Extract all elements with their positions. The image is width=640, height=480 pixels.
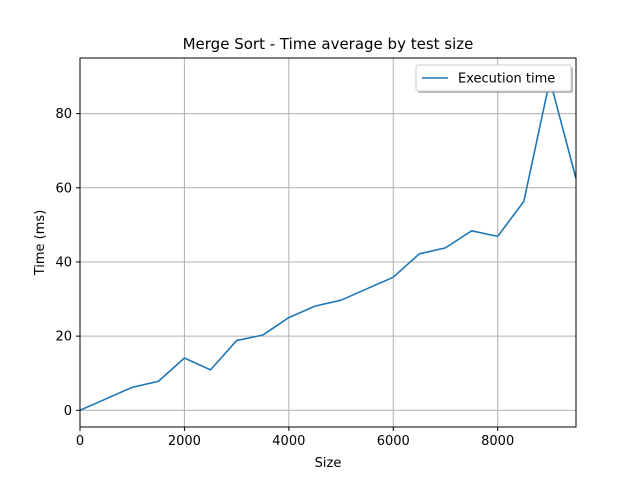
x-tick-label: 2000 (168, 434, 201, 449)
legend-box (415, 64, 572, 92)
x-tick-label: 4000 (272, 434, 305, 449)
chart-title: Merge Sort - Time average by test size (183, 35, 474, 53)
y-tick-label: 40 (55, 255, 72, 270)
y-tick-label: 0 (64, 404, 72, 419)
y-tick-label: 20 (55, 330, 72, 345)
y-tick-label: 60 (55, 181, 72, 196)
x-tick-label: 0 (76, 434, 84, 449)
grid-lines (79, 58, 576, 427)
legend: Execution time (415, 64, 573, 93)
legend-label-execution-time: Execution time (458, 72, 555, 87)
series-layer (80, 79, 576, 412)
x-tick-label: 8000 (481, 434, 514, 449)
y-axis-label: Time (ms) (33, 210, 48, 277)
axis-ticks: 0 2000 4000 6000 8000 0 20 40 60 80 (55, 107, 514, 449)
y-tick-label: 80 (55, 107, 72, 122)
series-line-execution-time (80, 79, 576, 412)
plot-frame (79, 57, 577, 428)
x-tick-label: 6000 (377, 434, 410, 449)
x-axis-label: Size (315, 456, 342, 471)
